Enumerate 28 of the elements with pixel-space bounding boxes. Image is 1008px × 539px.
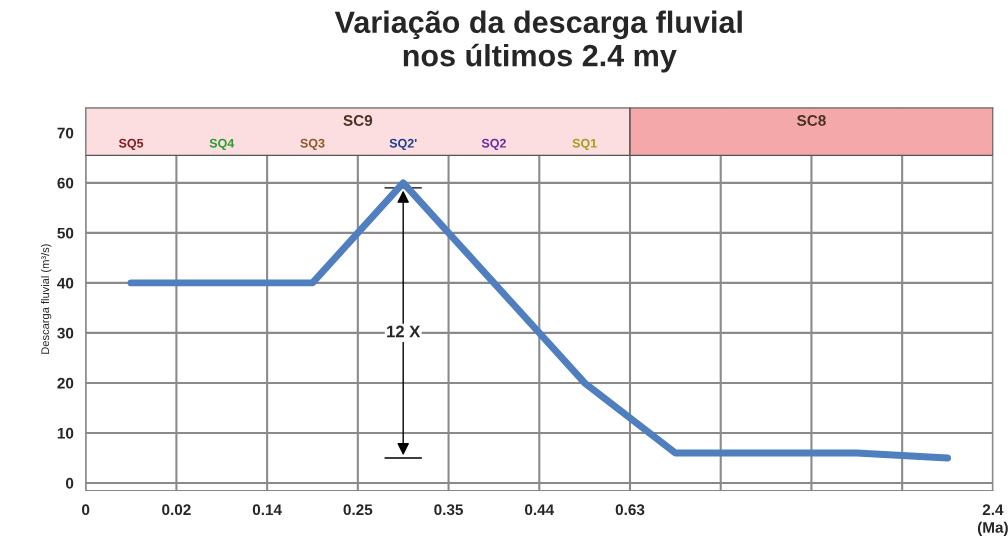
text: 0.14 <box>252 504 282 516</box>
x-tick-label: SQ2' <box>389 138 417 151</box>
text: 0.44 <box>525 504 555 516</box>
annotation: SC8 <box>797 115 826 126</box>
chart-title: Variação da descarga fluvial nos últimos 2.4 my <box>334 10 742 73</box>
y-tick-label: 0 <box>65 477 74 489</box>
x-tick-label: SQ5 <box>118 138 144 151</box>
y-tick-label: 60 <box>57 177 74 189</box>
y-axis-title: Descarga fluvial (m³/s) <box>40 244 52 354</box>
y-tick-label: 40 <box>57 277 74 289</box>
annotation: SC9 <box>343 115 373 126</box>
text: 0.02 <box>162 504 191 516</box>
y-tick-label: 70 <box>57 127 74 139</box>
x-tick-label: SQ2 <box>481 138 506 151</box>
annotation: 12 X <box>387 325 421 338</box>
x-tick-label: SQ1 <box>572 138 597 151</box>
y-tick-label: 20 <box>57 377 74 389</box>
text: 0 <box>82 504 90 516</box>
text: 0.25 <box>343 504 373 516</box>
text: 2.4 <box>982 504 1004 515</box>
text: 0.35 <box>434 504 463 516</box>
y-tick-label: 30 <box>57 327 74 339</box>
x-tick-label: SQ4 <box>209 138 235 151</box>
y-tick-label: 10 <box>57 427 74 439</box>
x-axis-title: (Ma) <box>977 521 1008 536</box>
x-tick-label: SQ3 <box>300 138 325 151</box>
text: 0.63 <box>615 504 645 516</box>
y-tick-label: 50 <box>57 227 74 239</box>
